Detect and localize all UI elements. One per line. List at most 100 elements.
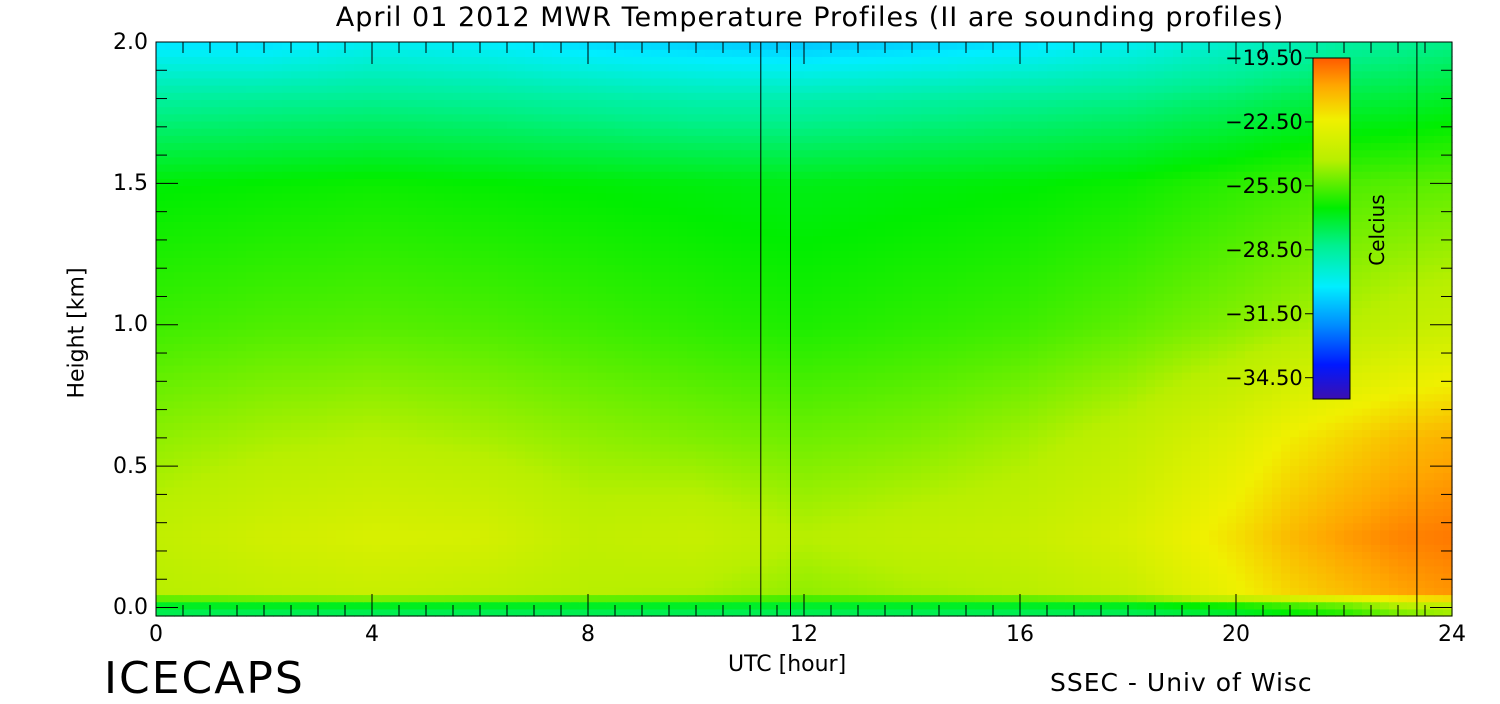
heatmap-cell bbox=[975, 401, 985, 409]
heatmap-cell bbox=[1443, 444, 1453, 452]
heatmap-cell bbox=[1425, 551, 1435, 559]
heatmap-cell bbox=[489, 573, 499, 581]
heatmap-cell bbox=[534, 508, 544, 516]
heatmap-cell bbox=[1047, 480, 1057, 488]
heatmap-cell bbox=[714, 458, 724, 466]
heatmap-cell bbox=[480, 516, 490, 524]
heatmap-cell bbox=[219, 379, 229, 387]
heatmap-cell bbox=[876, 372, 886, 380]
heatmap-cell bbox=[822, 422, 832, 430]
heatmap-cell bbox=[174, 386, 184, 394]
heatmap-cell bbox=[156, 401, 166, 409]
heatmap-cell bbox=[507, 551, 517, 559]
heatmap-cell bbox=[363, 523, 373, 531]
heatmap-cell bbox=[237, 372, 247, 380]
heatmap-cell bbox=[993, 480, 1003, 488]
heatmap-cell bbox=[183, 379, 193, 387]
heatmap-cell bbox=[237, 465, 247, 473]
heatmap-cell bbox=[534, 551, 544, 559]
heatmap-cell bbox=[1038, 523, 1048, 531]
heatmap-cell bbox=[255, 508, 265, 516]
heatmap-cell bbox=[318, 365, 328, 373]
heatmap-cell bbox=[300, 494, 310, 502]
heatmap-cell bbox=[858, 523, 868, 531]
heatmap-cell bbox=[867, 559, 877, 567]
heatmap-cell bbox=[192, 394, 202, 402]
heatmap-cell bbox=[669, 437, 679, 445]
heatmap-cell bbox=[579, 458, 589, 466]
heatmap-cell bbox=[777, 523, 787, 531]
heatmap-cell bbox=[354, 530, 364, 538]
heatmap-cell bbox=[1011, 523, 1021, 531]
heatmap-cell bbox=[669, 508, 679, 516]
heatmap-cell bbox=[1137, 602, 1147, 610]
heatmap-cell bbox=[516, 429, 526, 437]
heatmap-cell bbox=[1308, 573, 1318, 581]
heatmap-cell bbox=[1074, 444, 1084, 452]
heatmap-cell bbox=[489, 487, 499, 495]
heatmap-cell bbox=[489, 365, 499, 373]
heatmap-cell bbox=[228, 516, 238, 524]
heatmap-cell bbox=[1380, 523, 1390, 531]
heatmap-cell bbox=[471, 415, 481, 423]
heatmap-cell bbox=[1407, 394, 1417, 402]
heatmap-cell bbox=[687, 501, 697, 509]
heatmap-cell bbox=[669, 602, 679, 610]
heatmap-cell bbox=[750, 480, 760, 488]
heatmap-cell bbox=[1317, 602, 1327, 610]
heatmap-cell bbox=[417, 487, 427, 495]
heatmap-cell bbox=[984, 523, 994, 531]
heatmap-cell bbox=[426, 458, 436, 466]
heatmap-cell bbox=[1020, 602, 1030, 610]
heatmap-cell bbox=[552, 580, 562, 588]
heatmap-cell bbox=[1137, 415, 1147, 423]
heatmap-cell bbox=[1173, 573, 1183, 581]
heatmap-cell bbox=[1173, 516, 1183, 524]
heatmap-cell bbox=[1065, 422, 1075, 430]
heatmap-cell bbox=[372, 379, 382, 387]
heatmap-cell bbox=[624, 602, 634, 610]
heatmap-cell bbox=[732, 451, 742, 459]
heatmap-cell bbox=[1083, 551, 1093, 559]
heatmap-cell bbox=[903, 422, 913, 430]
heatmap-cell bbox=[1380, 415, 1390, 423]
heatmap-cell bbox=[975, 508, 985, 516]
heatmap-cell bbox=[696, 386, 706, 394]
heatmap-cell bbox=[1128, 415, 1138, 423]
heatmap-cell bbox=[1299, 394, 1309, 402]
heatmap-cell bbox=[984, 465, 994, 473]
heatmap-cell bbox=[1263, 487, 1273, 495]
heatmap-cell bbox=[561, 501, 571, 509]
heatmap-cell bbox=[525, 444, 535, 452]
heatmap-cell bbox=[1101, 394, 1111, 402]
heatmap-cell bbox=[1416, 551, 1426, 559]
heatmap-cell bbox=[930, 580, 940, 588]
heatmap-cell bbox=[345, 501, 355, 509]
heatmap-cell bbox=[1434, 372, 1444, 380]
heatmap-cell bbox=[273, 551, 283, 559]
heatmap-cell bbox=[1317, 508, 1327, 516]
heatmap-cell bbox=[939, 465, 949, 473]
heatmap-cell bbox=[498, 429, 508, 437]
heatmap-cell bbox=[543, 451, 553, 459]
heatmap-cell bbox=[831, 602, 841, 610]
heatmap-cell bbox=[444, 480, 454, 488]
heatmap-cell bbox=[966, 501, 976, 509]
heatmap-cell bbox=[1110, 386, 1120, 394]
heatmap-cell bbox=[723, 386, 733, 394]
heatmap-cell bbox=[1092, 480, 1102, 488]
heatmap-cell bbox=[1110, 609, 1120, 617]
heatmap-cell bbox=[1065, 437, 1075, 445]
heatmap-cell bbox=[795, 372, 805, 380]
heatmap-cell bbox=[1092, 516, 1102, 524]
heatmap-cell bbox=[1200, 429, 1210, 437]
heatmap-cell bbox=[444, 537, 454, 545]
heatmap-cell bbox=[804, 372, 814, 380]
heatmap-cell bbox=[255, 523, 265, 531]
heatmap-cell bbox=[318, 516, 328, 524]
heatmap-cell bbox=[597, 480, 607, 488]
heatmap-cell bbox=[507, 372, 517, 380]
heatmap-cell bbox=[696, 544, 706, 552]
heatmap-cell bbox=[1101, 422, 1111, 430]
heatmap-cell bbox=[1380, 394, 1390, 402]
